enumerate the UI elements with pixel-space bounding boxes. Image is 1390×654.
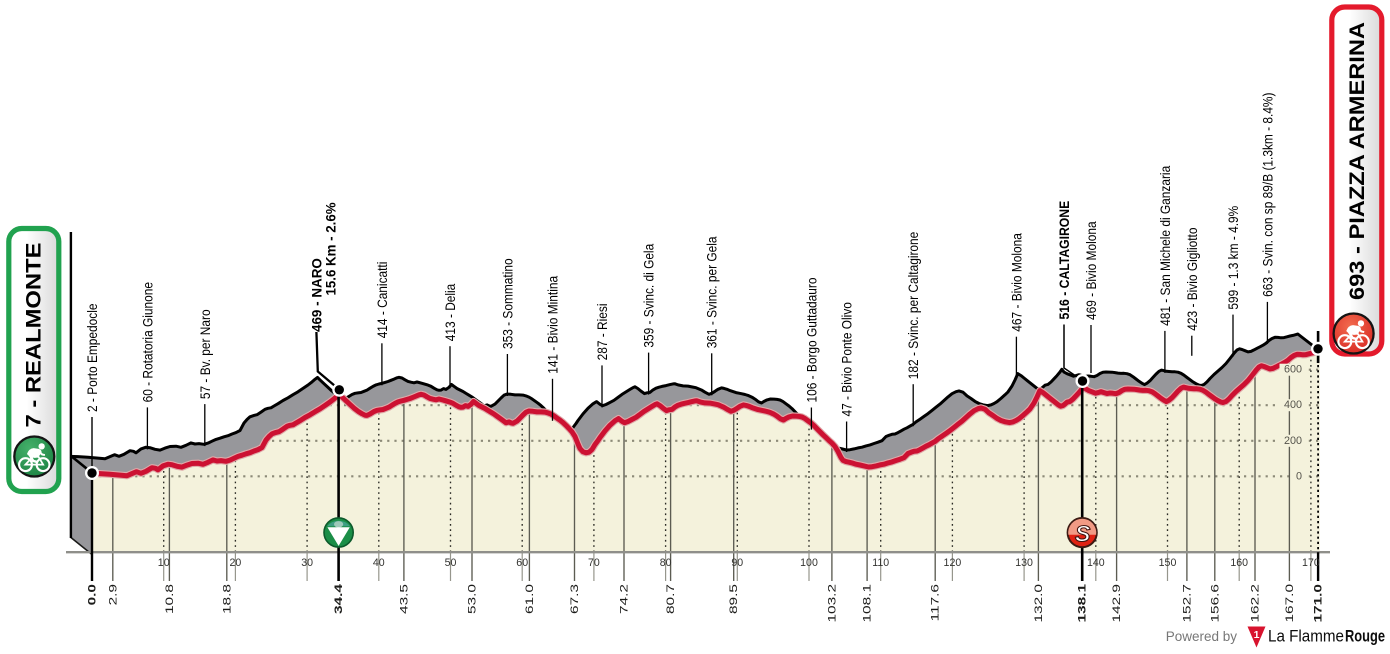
svg-text:0.0: 0.0: [86, 584, 98, 605]
svg-text:0: 0: [1296, 470, 1302, 482]
svg-text:34.4: 34.4: [332, 584, 344, 614]
svg-text:60: 60: [516, 557, 528, 569]
svg-text:481 - San Michele di Ganzaria: 481 - San Michele di Ganzaria: [1157, 166, 1173, 326]
svg-text:200: 200: [1284, 435, 1302, 447]
svg-text:140: 140: [1087, 557, 1105, 569]
svg-text:80.7: 80.7: [664, 584, 676, 614]
svg-text:150: 150: [1159, 557, 1177, 569]
svg-text:170: 170: [1302, 557, 1320, 569]
svg-text:138.1: 138.1: [1076, 584, 1088, 623]
svg-text:467 - Bivio Molona: 467 - Bivio Molona: [1008, 233, 1024, 332]
svg-text:10.8: 10.8: [163, 584, 175, 614]
svg-text:400: 400: [1284, 399, 1302, 411]
svg-text:693 - PIAZZA ARMERINA: 693 - PIAZZA ARMERINA: [1345, 22, 1369, 300]
svg-text:60 - Rotatoria Giunone: 60 - Rotatoria Giunone: [139, 282, 155, 403]
svg-text:Powered by: Powered by: [1166, 629, 1238, 644]
svg-text:7 - REALMONTE: 7 - REALMONTE: [22, 243, 46, 428]
svg-text:361 - Svinc. per Gela: 361 - Svinc. per Gela: [704, 236, 720, 348]
svg-text:160: 160: [1230, 557, 1248, 569]
svg-text:18.8: 18.8: [221, 584, 233, 614]
svg-text:108.1: 108.1: [861, 584, 873, 623]
svg-text:110: 110: [872, 557, 889, 569]
svg-text:61.0: 61.0: [523, 584, 535, 614]
svg-text:413 - Delia: 413 - Delia: [442, 284, 458, 342]
svg-text:156.6: 156.6: [1209, 584, 1221, 623]
svg-text:10: 10: [158, 557, 170, 569]
svg-text:130: 130: [1015, 557, 1033, 569]
svg-text:1: 1: [1254, 629, 1260, 641]
svg-text:359 - Svinc. di Gela: 359 - Svinc. di Gela: [641, 244, 657, 348]
svg-text:599 - 1.3 km - 4.9%: 599 - 1.3 km - 4.9%: [1225, 206, 1241, 310]
svg-text:120: 120: [944, 557, 962, 569]
svg-text:600: 600: [1284, 364, 1302, 376]
svg-text:53.0: 53.0: [466, 584, 478, 614]
svg-text:100: 100: [800, 557, 818, 569]
svg-text:469 - NARO: 469 - NARO: [308, 258, 324, 332]
svg-text:74.2: 74.2: [618, 584, 630, 614]
svg-text:152.7: 152.7: [1181, 584, 1193, 623]
svg-text:142.9: 142.9: [1110, 584, 1122, 623]
svg-text:414 - Canicatti: 414 - Canicatti: [374, 262, 390, 339]
svg-text:Rouge: Rouge: [1345, 627, 1385, 646]
svg-text:182 - Svinc. per Caltagirone: 182 - Svinc. per Caltagirone: [905, 232, 921, 380]
svg-text:20: 20: [230, 557, 242, 569]
svg-text:70: 70: [588, 557, 600, 569]
svg-text:117.6: 117.6: [929, 584, 941, 621]
svg-text:50: 50: [445, 557, 457, 569]
svg-text:43.5: 43.5: [398, 584, 410, 614]
svg-text:S: S: [1075, 521, 1091, 547]
svg-text:106 - Borgo Guttadauro: 106 - Borgo Guttadauro: [803, 277, 819, 402]
svg-text:57 - Bv. per Naro: 57 - Bv. per Naro: [197, 309, 213, 399]
svg-text:67.3: 67.3: [568, 584, 580, 614]
svg-text:103.2: 103.2: [826, 584, 838, 623]
svg-text:15.6 Km - 2.6%: 15.6 Km - 2.6%: [323, 202, 339, 296]
svg-text:89.5: 89.5: [728, 584, 740, 614]
svg-text:2 - Porto Empedocle: 2 - Porto Empedocle: [84, 303, 100, 412]
svg-text:171.0: 171.0: [1312, 584, 1324, 623]
svg-text:423 - Bivio Gigliotto: 423 - Bivio Gigliotto: [1184, 227, 1200, 330]
svg-text:167.0: 167.0: [1283, 584, 1295, 623]
svg-text:516 - CALTAGIRONE: 516 - CALTAGIRONE: [1056, 201, 1072, 320]
svg-text:132.0: 132.0: [1032, 584, 1044, 622]
svg-text:162.2: 162.2: [1249, 584, 1261, 623]
svg-text:663 - Svin. con sp 89/B (1.3km: 663 - Svin. con sp 89/B (1.3km - 8.4%): [1259, 92, 1275, 296]
svg-text:287 - Riesi: 287 - Riesi: [594, 303, 610, 360]
svg-text:La Flamme: La Flamme: [1268, 627, 1344, 646]
svg-text:40: 40: [373, 557, 385, 569]
svg-text:353 - Sommatino: 353 - Sommatino: [499, 258, 515, 349]
svg-text:469 - Bivio Molona: 469 - Bivio Molona: [1083, 221, 1099, 320]
svg-text:141 - Bivio Mintina: 141 - Bivio Mintina: [545, 276, 561, 374]
svg-text:30: 30: [301, 557, 313, 569]
svg-text:90: 90: [731, 557, 743, 569]
svg-text:2.9: 2.9: [107, 584, 119, 605]
svg-text:47 - Bivio Ponte Olivo: 47 - Bivio Ponte Olivo: [839, 302, 855, 417]
svg-text:80: 80: [660, 557, 672, 569]
